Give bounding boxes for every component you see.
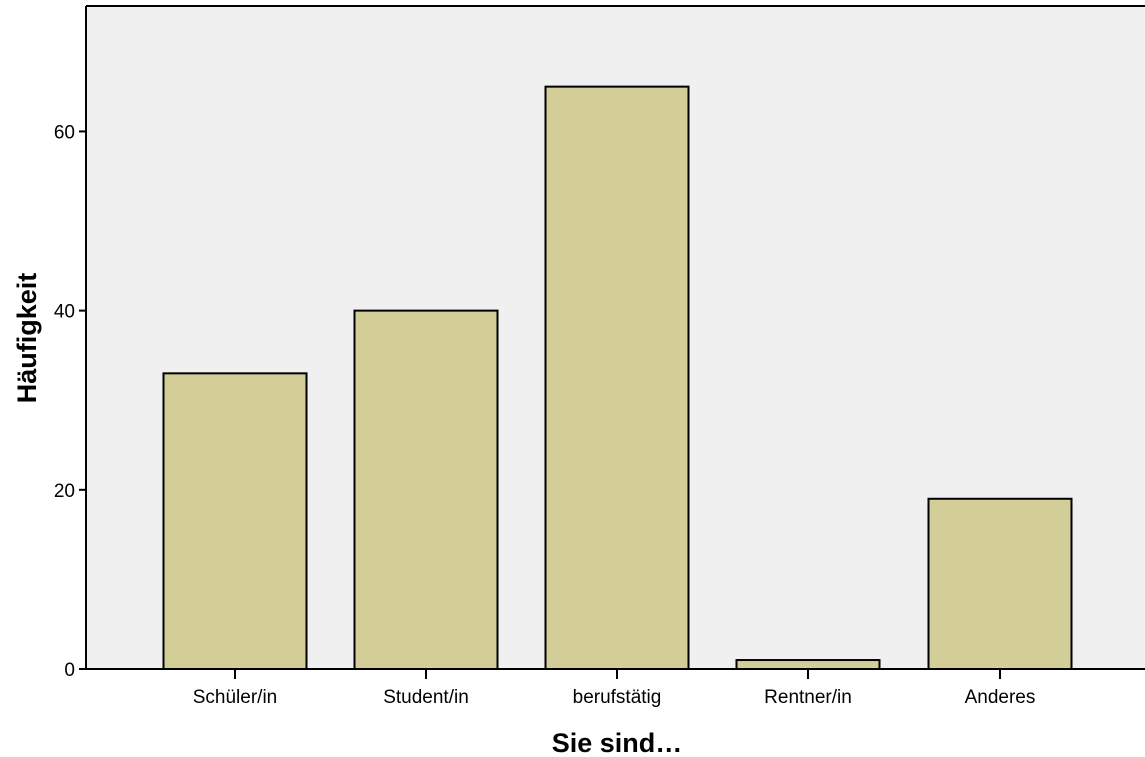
y-ticks-group: 0 20 40 60 <box>54 122 86 681</box>
y-tick-label: 0 <box>64 660 75 681</box>
y-axis-title: Häufigkeit <box>12 273 42 404</box>
axes-group <box>85 5 1145 670</box>
x-tick-label: Rentner/in <box>764 687 852 708</box>
bar <box>735 659 881 670</box>
x-tick-label: Schüler/in <box>193 687 278 708</box>
y-tick-label: 40 <box>54 302 75 323</box>
x-axis-title: Sie sind… <box>552 728 683 757</box>
bar <box>544 85 690 670</box>
bar <box>162 372 308 670</box>
x-ticks-group: Schüler/in Student/in berufstätig Rentner/i… <box>193 669 1036 708</box>
x-tick-label: Student/in <box>383 687 469 708</box>
x-tick-label: berufstätig <box>573 687 662 708</box>
y-tick-label: 20 <box>54 481 75 502</box>
bar <box>927 497 1073 670</box>
bars-group <box>162 85 1073 670</box>
bar <box>353 309 499 670</box>
x-tick-label: Anderes <box>965 687 1036 708</box>
y-tick-label: 60 <box>54 122 75 143</box>
